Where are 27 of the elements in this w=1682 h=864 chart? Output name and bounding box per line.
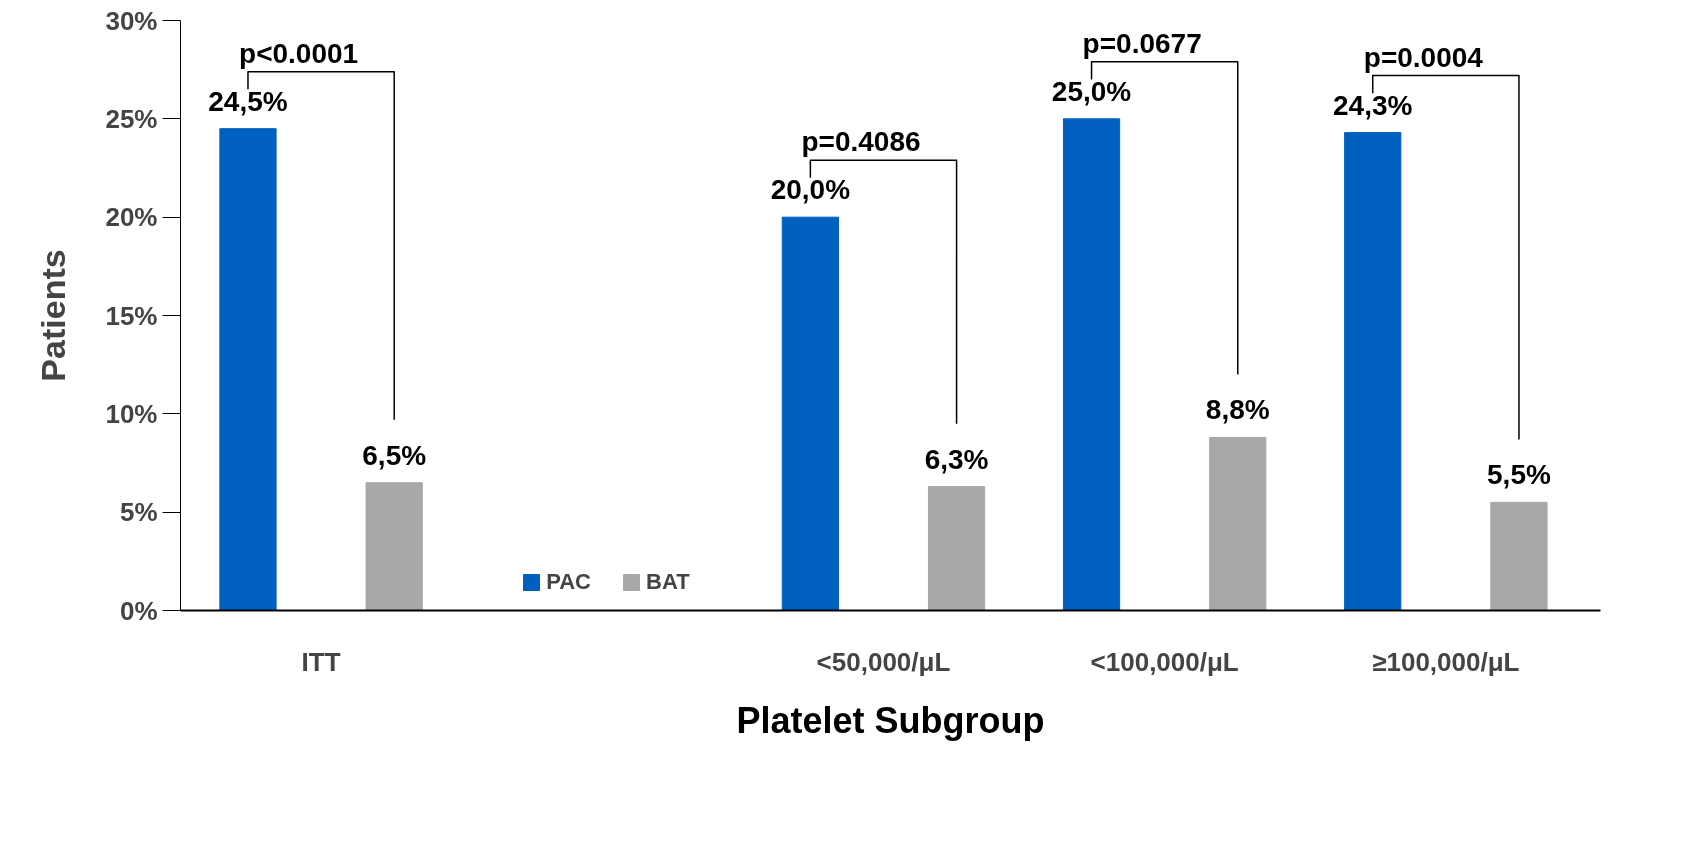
legend-label: BAT bbox=[646, 569, 690, 595]
x-tick-label: ≥100,000/μL bbox=[1372, 646, 1520, 677]
annotation: p<0.0001 bbox=[239, 37, 359, 69]
y-axis-title: Patients bbox=[34, 249, 73, 382]
data-label: 8,8% bbox=[1205, 394, 1270, 426]
y-tick-label: 15% bbox=[105, 300, 158, 331]
annotation: p=0.4086 bbox=[801, 126, 921, 158]
data-label: 25,0% bbox=[1051, 75, 1132, 107]
annotation: p=0.0677 bbox=[1082, 27, 1202, 59]
annotation: p=0.0004 bbox=[1363, 41, 1484, 73]
data-label: 24,5% bbox=[208, 85, 288, 117]
data-label: 5,5% bbox=[1487, 459, 1551, 491]
x-axis-title: Platelet Subgroup bbox=[736, 699, 1045, 741]
data-label: 24,3% bbox=[1333, 89, 1413, 121]
x-tick-label: <50,000/μL bbox=[816, 646, 951, 677]
data-label: 20,0% bbox=[770, 174, 851, 206]
y-tick-label: 20% bbox=[105, 202, 158, 233]
data-label: 6,3% bbox=[924, 443, 989, 475]
data-label: 6,5% bbox=[362, 439, 427, 471]
y-tick-label: 0% bbox=[119, 595, 158, 626]
y-tick-label: 5% bbox=[119, 497, 158, 528]
x-tick-label: ITT bbox=[301, 646, 341, 677]
legend-label: PAC bbox=[546, 569, 592, 595]
y-tick-label: 25% bbox=[105, 103, 158, 134]
y-tick-label: 10% bbox=[105, 398, 158, 429]
x-tick-label: <100,000/μL bbox=[1090, 646, 1239, 677]
y-tick-label: 30% bbox=[105, 5, 158, 36]
